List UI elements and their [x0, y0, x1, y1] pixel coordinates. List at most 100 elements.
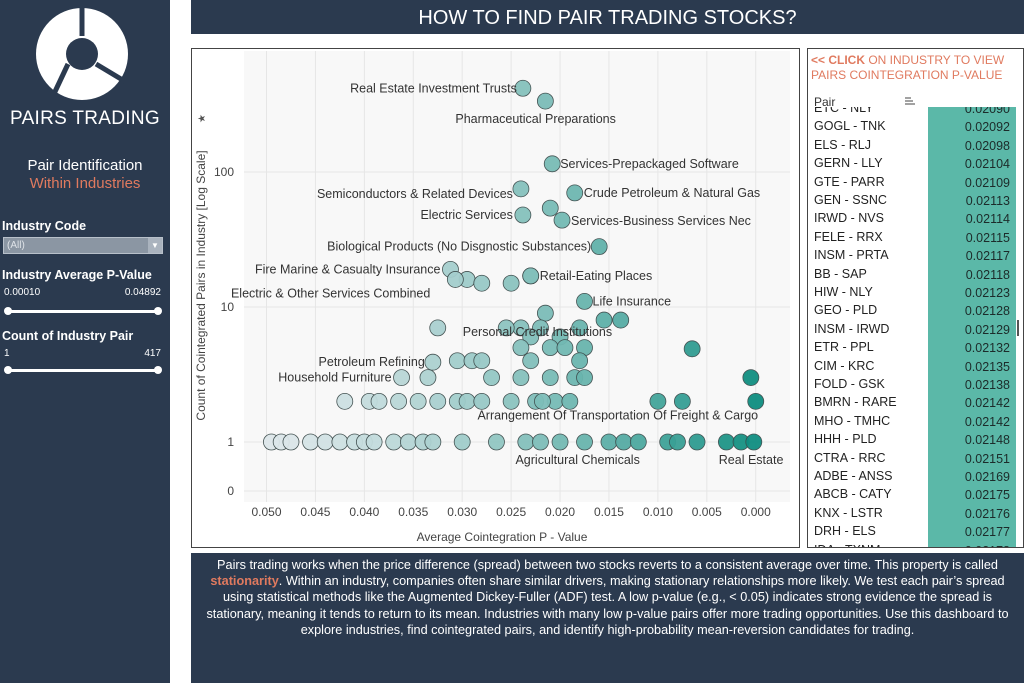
pair-row[interactable]: HHH - PLD 0.02148 [808, 431, 1023, 450]
pair-name: ETC - NLY [814, 107, 874, 115]
scatter-point [649, 392, 667, 410]
labeled-point [536, 92, 554, 110]
pair-row[interactable]: CIM - KRC 0.02135 [808, 357, 1023, 376]
scatter-point [448, 352, 466, 370]
pvalue-slider-max-handle[interactable] [154, 307, 162, 315]
pair-row[interactable]: ADBE - ANSS 0.02169 [808, 468, 1023, 487]
pair-row[interactable]: BB - SAP 0.02118 [808, 265, 1023, 284]
pair-pvalue: 0.02123 [928, 284, 1016, 303]
scatter-point [541, 339, 559, 357]
pair-row[interactable]: FELE - RRX 0.02115 [808, 228, 1023, 248]
pair-name: IRWD - NVS [814, 211, 884, 226]
point-label: Crude Petroleum & Natural Gas [584, 186, 760, 200]
pair-row[interactable]: GTE - PARR 0.02109 [808, 173, 1023, 192]
pair-pvalue: 0.02098 [928, 136, 1016, 156]
x-tick-label: 0.025 [496, 505, 526, 519]
labeled-point [590, 238, 608, 256]
scatter-point [536, 304, 554, 322]
industry-code-select[interactable]: (All) ▼ [3, 237, 163, 254]
pair-column-header[interactable]: Pair [814, 95, 836, 109]
pair-pvalue: 0.02117 [928, 247, 1016, 266]
point-label: Biological Products (No Disgnostic Subst… [327, 240, 591, 254]
point-label: Retail-Eating Places [540, 269, 653, 283]
point-label: Electric Services [420, 208, 512, 222]
labeled-point [446, 271, 464, 288]
scatter-point [458, 392, 476, 410]
point-label: Services-Business Services Nec [571, 214, 751, 228]
pair-row[interactable]: DRH - ELS 0.02177 [808, 523, 1023, 542]
pair-pvalue: 0.02175 [928, 486, 1016, 505]
pair-name: GEN - SSNC [814, 193, 887, 207]
pair-row[interactable]: GOGL - TNK 0.02092 [808, 118, 1023, 137]
stationarity-highlight: stationarity [210, 574, 279, 589]
x-tick-label: 0.020 [545, 505, 575, 519]
point-label: Agricultural Chemicals [515, 453, 639, 467]
pair-row[interactable]: GEN - SSNC 0.02113 [808, 192, 1023, 211]
pair-name: ETR - PPL [814, 340, 874, 355]
x-tick-label: 0.045 [300, 505, 330, 519]
pair-name: BMRN - RARE [814, 395, 897, 410]
scatter-point [541, 199, 559, 217]
scatter-point [561, 392, 579, 410]
point-label: Electric & Other Services Combined [231, 286, 430, 300]
pair-name: CIM - KRC [814, 358, 875, 373]
scatter-point [673, 392, 691, 410]
pair-row[interactable]: ETR - PPL 0.02132 [808, 339, 1023, 358]
scatter-point [473, 274, 491, 292]
x-tick-label: 0.005 [692, 505, 722, 519]
scatter-point [541, 369, 559, 386]
pair-row[interactable]: INSM - IRWD 0.02129 [808, 320, 1023, 340]
scatter-plot-svg: 0.050 0.045 0.040 0.035 0.030 0.025 0.020 0.015… [194, 51, 790, 544]
pair-count-slider-min-handle[interactable] [4, 366, 12, 374]
point-label: Real Estate Investment Trusts [350, 81, 517, 95]
pair-name: HHH - PLD [814, 432, 877, 447]
pair-row[interactable]: GEO - PLD 0.02128 [808, 302, 1023, 321]
pair-row[interactable]: GERN - LLY 0.02104 [808, 155, 1023, 174]
scatter-point [600, 433, 618, 451]
pair-row[interactable]: HIW - NLY 0.02123 [808, 284, 1023, 303]
pair-name: GEO - PLD [814, 303, 878, 318]
scatter-point [316, 433, 334, 451]
pair-row[interactable]: IRWD - NVS 0.02114 [808, 210, 1023, 229]
labeled-point [512, 180, 530, 198]
pair-row[interactable]: INSM - PRTA 0.02117 [808, 247, 1023, 266]
labeled-point [424, 353, 442, 371]
pair-row[interactable]: ETC - NLY 0.02090 [808, 107, 1023, 119]
pair-pvalue: 0.02104 [928, 155, 1016, 174]
scatter-point [302, 433, 319, 451]
pair-name: ADBE - ANSS [814, 469, 893, 483]
labeled-point [543, 155, 561, 173]
scatter-point [409, 392, 427, 410]
scatter-point [512, 369, 530, 386]
scatter-point [429, 319, 447, 337]
pair-row[interactable]: KNX - LSTR 0.02176 [808, 504, 1023, 524]
pair-count-max: 417 [144, 348, 161, 359]
pair-row[interactable]: IDA - TXNM 0.02178 [808, 541, 1023, 547]
pair-row[interactable]: ABCB - CATY 0.02175 [808, 486, 1023, 505]
pair-pvalue: 0.02115 [928, 228, 1016, 248]
pvalue-min: 0.00010 [4, 287, 41, 298]
scatter-point [522, 328, 540, 346]
subtitle-within-industries: Within Industries [29, 175, 141, 192]
pair-row[interactable]: ELS - RLJ 0.02098 [808, 136, 1023, 156]
point-label: Fire Marine & Casualty Insurance [255, 262, 441, 276]
scatter-point [419, 369, 437, 386]
pair-row[interactable]: FOLD - GSK 0.02138 [808, 376, 1023, 395]
pair-row[interactable]: CTRA - RRC 0.02151 [808, 449, 1023, 468]
pvalue-slider-min-handle[interactable] [4, 307, 12, 315]
pair-name: ABCB - CATY [814, 487, 892, 502]
sort-icon[interactable] [905, 97, 915, 105]
scatter-point [488, 433, 505, 451]
plot-area-shade [244, 51, 790, 502]
pair-row[interactable]: BMRN - RARE 0.02142 [808, 394, 1023, 413]
click-hint-prefix: << CLICK [811, 53, 866, 67]
list-scrollbar[interactable] [1017, 320, 1019, 336]
chevron-down-icon[interactable]: ▼ [148, 238, 162, 253]
pair-pvalue: 0.02118 [928, 265, 1016, 284]
pair-count-slider-track[interactable] [8, 369, 158, 372]
pair-count-slider-max-handle[interactable] [154, 366, 162, 374]
pair-row[interactable]: MHO - TMHC 0.02142 [808, 412, 1023, 432]
pair-pvalue: 0.02114 [928, 210, 1016, 229]
scatter-point [576, 433, 593, 451]
pvalue-slider-track[interactable] [8, 310, 158, 313]
